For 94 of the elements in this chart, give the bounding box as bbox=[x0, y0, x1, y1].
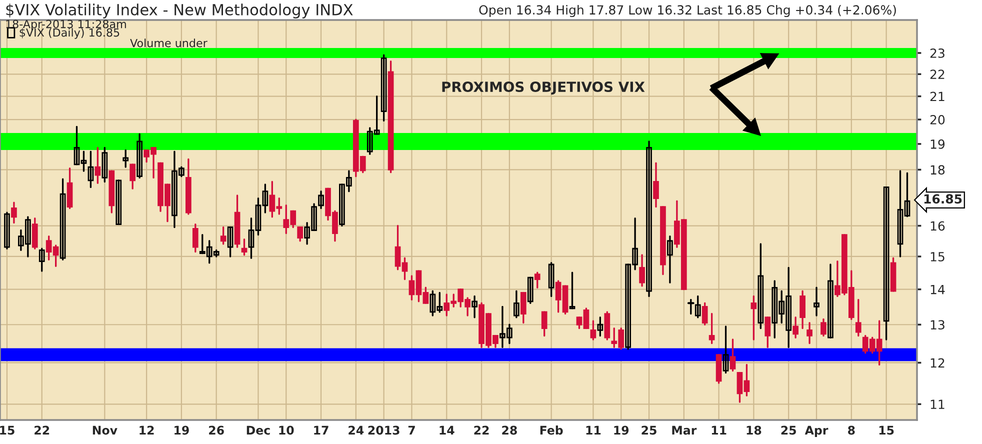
x-tick-label: 24 bbox=[348, 426, 364, 435]
candlestick bbox=[520, 292, 526, 324]
annotation: Volume under bbox=[130, 38, 208, 48]
y-tick-label: 18 bbox=[930, 165, 945, 175]
x-tick-label: 11 bbox=[586, 426, 601, 435]
x-tick-label: Feb bbox=[540, 426, 563, 435]
candlestick bbox=[569, 272, 576, 310]
candlestick bbox=[855, 298, 862, 337]
x-tick-label: 7 bbox=[408, 426, 415, 435]
candlestick bbox=[192, 223, 198, 253]
x-tick-label: 11 bbox=[712, 426, 726, 435]
text: Open 16.34 High 17.87 Low 16.32 Last 16.85 Chg +0.34 (+2.06%) bbox=[479, 4, 896, 18]
candlestick bbox=[227, 226, 234, 258]
y-tick-label: 14 bbox=[930, 284, 945, 294]
x-tick-label: 15 bbox=[0, 426, 14, 435]
x-tick-label: 12 bbox=[140, 426, 154, 435]
candlestick bbox=[590, 320, 596, 340]
candlestick bbox=[828, 264, 834, 338]
candlestick bbox=[653, 162, 659, 208]
candlestick bbox=[694, 295, 701, 318]
candlestick bbox=[792, 316, 798, 338]
candlestick bbox=[38, 248, 45, 272]
legend-label: $VIX (Daily) 16.85 bbox=[20, 28, 120, 39]
y-tick-label: 16 bbox=[930, 221, 945, 231]
x-tick-label: 8 bbox=[848, 426, 855, 435]
candlestick bbox=[548, 262, 554, 298]
candlestick bbox=[11, 202, 17, 224]
candlestick bbox=[820, 318, 826, 337]
y-tick-label: 19 bbox=[930, 139, 945, 149]
y-tick-label: 22 bbox=[930, 70, 944, 79]
candlestick bbox=[116, 180, 122, 226]
x-tick-label: 19 bbox=[174, 426, 189, 435]
candlestick bbox=[758, 243, 764, 330]
y-tick-label: 15 bbox=[930, 252, 944, 262]
candlestick bbox=[241, 238, 248, 256]
candlestick bbox=[130, 164, 136, 190]
x-tick-label: 25 bbox=[642, 426, 656, 435]
x-tick-label: 19 bbox=[614, 426, 629, 435]
candlestick bbox=[136, 133, 142, 179]
candlestick bbox=[297, 226, 304, 242]
candlestick bbox=[806, 322, 812, 344]
y-tick-label: 12 bbox=[930, 358, 944, 368]
candlestick bbox=[800, 290, 806, 330]
x-tick-label: 22 bbox=[474, 426, 489, 435]
candlestick bbox=[94, 146, 101, 184]
x-tick-label: Nov bbox=[92, 426, 118, 435]
candlestick bbox=[220, 226, 226, 245]
x-tick-label: Apr bbox=[804, 426, 828, 437]
y-tick-label: 20 bbox=[930, 115, 945, 124]
candlestick bbox=[66, 168, 73, 210]
candlestick bbox=[702, 302, 708, 326]
candlestick bbox=[708, 312, 715, 344]
x-tick-label: 14 bbox=[440, 426, 454, 435]
y-tick-label: 11 bbox=[930, 400, 944, 409]
x-tick-label: 10 bbox=[279, 426, 294, 435]
candlestick bbox=[730, 338, 736, 372]
candlestick bbox=[814, 286, 820, 316]
x-tick-label: Dec bbox=[246, 426, 270, 435]
candlestick bbox=[60, 178, 66, 261]
x-tick-label: 26 bbox=[209, 426, 224, 435]
candlestick bbox=[750, 295, 757, 340]
candlestick bbox=[318, 190, 324, 210]
annotation: PROXIMOS OBJETIVOS VIX bbox=[442, 82, 645, 95]
y-tick-label: 21 bbox=[930, 92, 944, 102]
candlestick bbox=[380, 54, 387, 122]
x-tick-label: 17 bbox=[314, 426, 328, 435]
candlestick bbox=[534, 272, 540, 288]
x-tick-label: 22 bbox=[34, 426, 50, 435]
candlestick bbox=[88, 150, 94, 188]
candlestick bbox=[764, 316, 771, 348]
candlestick bbox=[722, 326, 729, 374]
candlestick bbox=[604, 311, 610, 340]
x-tick-label: 28 bbox=[502, 426, 517, 435]
candlestick bbox=[597, 316, 604, 337]
candlestick bbox=[541, 311, 548, 337]
x-tick-label: 15 bbox=[879, 426, 894, 435]
x-tick-label: 18 bbox=[746, 426, 762, 435]
y-tick-label: 13 bbox=[930, 320, 944, 330]
candlestick bbox=[513, 290, 520, 318]
candlestick bbox=[122, 149, 129, 168]
candlestick bbox=[32, 218, 38, 250]
candlestick bbox=[472, 295, 478, 318]
candlestick bbox=[687, 298, 694, 315]
candlestick bbox=[4, 212, 10, 250]
candlestick bbox=[102, 146, 108, 183]
x-tick-label: 2013 bbox=[368, 426, 400, 435]
candlestick bbox=[639, 254, 645, 287]
candlestick bbox=[667, 235, 673, 284]
chart-title: $VIX Volatility Index - New Methodology INDX bbox=[6, 4, 353, 18]
x-tick-label: Mar bbox=[672, 426, 697, 435]
y-tick-label: 23 bbox=[930, 48, 944, 58]
text: 16.85 bbox=[924, 194, 962, 204]
x-tick-label: 25 bbox=[781, 426, 796, 435]
candlestick bbox=[527, 276, 534, 304]
